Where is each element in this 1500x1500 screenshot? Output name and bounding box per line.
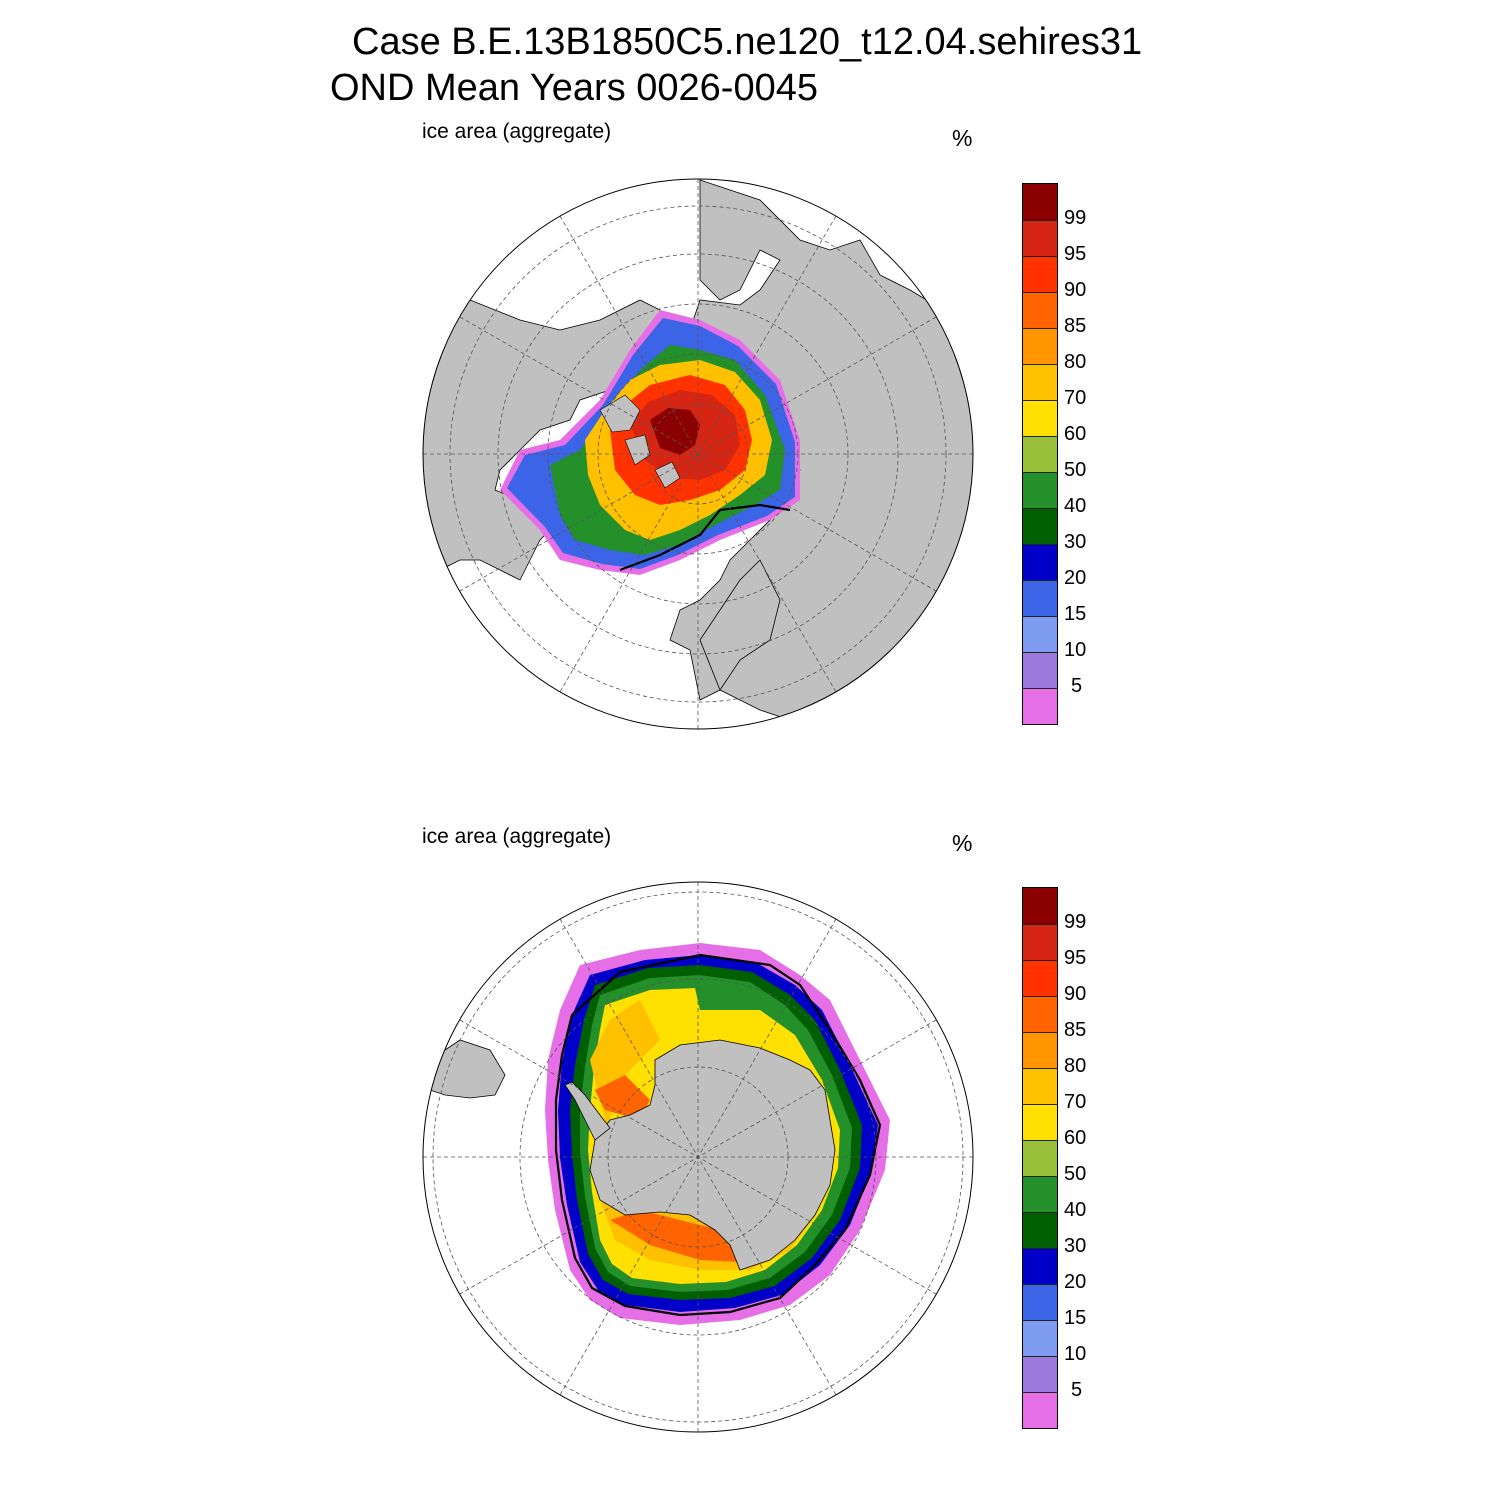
north-colorbar-swatch xyxy=(1023,508,1057,544)
south-colorbar-swatch xyxy=(1023,1392,1057,1428)
south-colorbar-tick-label: 90 xyxy=(1064,983,1087,1005)
south-colorbar-tick-label: 10 xyxy=(1064,1343,1087,1365)
south-colorbar-swatch xyxy=(1023,1356,1057,1392)
south-colorbar-tick-label: 95 xyxy=(1064,947,1087,969)
north-colorbar-tick-label: 40 xyxy=(1064,495,1087,517)
north-colorbar-swatch xyxy=(1023,400,1057,436)
north-colorbar-swatch xyxy=(1023,220,1057,256)
north-colorbar-tick-label: 60 xyxy=(1064,423,1087,445)
south-colorbar-swatch xyxy=(1023,1212,1057,1248)
south-colorbar-tick-label: 99 xyxy=(1064,911,1087,933)
south-unit-label: % xyxy=(952,830,973,856)
north-colorbar-tick-label: 85 xyxy=(1064,315,1087,337)
south-colorbar xyxy=(1022,887,1058,1429)
north-unit-label: % xyxy=(952,125,973,151)
north-ice-99 xyxy=(650,408,700,455)
south-colorbar-swatch xyxy=(1023,960,1057,996)
north-colorbar-tick-label: 15 xyxy=(1064,603,1087,625)
north-colorbar-swatch xyxy=(1023,184,1057,220)
north-land-archipelago xyxy=(599,394,681,489)
south-colorbar-tick-label: 60 xyxy=(1064,1127,1087,1149)
south-colorbar-tick-label: 80 xyxy=(1064,1055,1087,1077)
north-land-america xyxy=(423,299,671,581)
south-land-peninsula xyxy=(564,1081,611,1141)
south-colorbar-swatch xyxy=(1023,888,1057,924)
south-colorbar-tick-label: 40 xyxy=(1064,1199,1087,1221)
north-graticule xyxy=(423,179,973,729)
south-colorbar-swatch xyxy=(1023,1068,1057,1104)
north-colorbar-swatch xyxy=(1023,328,1057,364)
north-polar-map xyxy=(423,179,973,729)
north-colorbar-tick-label: 90 xyxy=(1064,279,1087,301)
north-panel-label: ice area (aggregate) xyxy=(422,120,612,143)
south-colorbar-tick-label: 70 xyxy=(1064,1091,1087,1113)
north-colorbar-swatch xyxy=(1023,364,1057,400)
north-colorbar-tick-label: 20 xyxy=(1064,567,1087,589)
south-colorbar-swatch xyxy=(1023,1176,1057,1212)
north-colorbar xyxy=(1022,183,1058,725)
north-colorbar-tick-label: 95 xyxy=(1064,243,1087,265)
north-map-border xyxy=(422,178,974,730)
north-colorbar-swatch xyxy=(1023,688,1057,724)
south-colorbar-tick-label: 5 xyxy=(1071,1379,1083,1401)
south-ice-90 xyxy=(595,1075,740,1262)
south-colorbar-swatch xyxy=(1023,1248,1057,1284)
figure-title-line1: Case B.E.13B1850C5.ne120_t12.04.sehires3… xyxy=(352,21,1143,63)
north-colorbar-swatch xyxy=(1023,472,1057,508)
south-colorbar-swatch xyxy=(1023,1320,1057,1356)
south-colorbar-swatch xyxy=(1023,1032,1057,1068)
south-colorbar-tick-label: 30 xyxy=(1064,1235,1087,1257)
north-colorbar-swatch xyxy=(1023,292,1057,328)
north-colorbar-swatch xyxy=(1023,436,1057,472)
south-ice-edge xyxy=(554,953,882,1317)
south-graticule xyxy=(423,882,973,1432)
north-colorbar-swatch xyxy=(1023,616,1057,652)
north-ice-edge xyxy=(619,503,791,572)
south-colorbar-tick-label: 50 xyxy=(1064,1163,1087,1185)
south-colorbar-swatch xyxy=(1023,996,1057,1032)
south-map-border xyxy=(422,881,974,1433)
south-colorbar-swatch xyxy=(1023,924,1057,960)
north-colorbar-tick-label: 30 xyxy=(1064,531,1087,553)
south-colorbar-swatch xyxy=(1023,1104,1057,1140)
figure-title-line2: OND Mean Years 0026-0045 xyxy=(330,67,818,109)
north-colorbar-swatch xyxy=(1023,652,1057,688)
north-colorbar-swatch xyxy=(1023,256,1057,292)
south-land-southamerica xyxy=(429,1039,506,1099)
south-polar-map xyxy=(423,882,973,1432)
north-colorbar-tick-label: 70 xyxy=(1064,387,1087,409)
south-colorbar-swatch xyxy=(1023,1284,1057,1320)
south-colorbar-tick-label: 15 xyxy=(1064,1307,1087,1329)
north-colorbar-tick-label: 80 xyxy=(1064,351,1087,373)
north-colorbar-tick-label: 10 xyxy=(1064,639,1087,661)
north-colorbar-tick-label: 5 xyxy=(1071,675,1083,697)
south-panel-label: ice area (aggregate) xyxy=(422,825,612,848)
north-land-europe xyxy=(699,559,781,691)
south-colorbar-swatch xyxy=(1023,1140,1057,1176)
north-colorbar-tick-label: 50 xyxy=(1064,459,1087,481)
north-colorbar-swatch xyxy=(1023,544,1057,580)
north-colorbar-swatch xyxy=(1023,580,1057,616)
south-colorbar-tick-label: 85 xyxy=(1064,1019,1087,1041)
north-colorbar-tick-label: 99 xyxy=(1064,207,1087,229)
south-colorbar-tick-label: 20 xyxy=(1064,1271,1087,1293)
